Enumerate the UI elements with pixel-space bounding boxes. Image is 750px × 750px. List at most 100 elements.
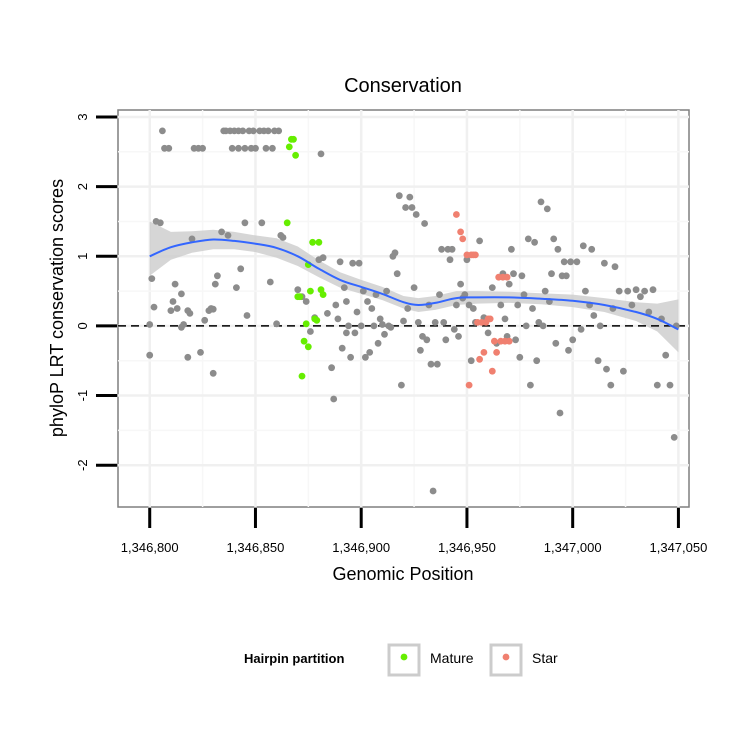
data-point-other — [347, 353, 354, 361]
data-point-other — [666, 381, 674, 389]
data-point-mature — [315, 238, 323, 246]
data-point-other — [364, 298, 371, 305]
data-point-other — [317, 150, 325, 158]
data-point-other — [345, 322, 352, 330]
confidence-band — [149, 221, 679, 353]
data-point-other — [603, 365, 610, 373]
data-point-mature — [313, 316, 321, 324]
y-tick-label: 0 — [75, 322, 90, 329]
data-point-other — [529, 305, 536, 312]
data-point-other — [243, 312, 251, 319]
data-point-other — [391, 249, 399, 257]
data-point-star — [476, 355, 483, 363]
data-point-other — [514, 301, 522, 309]
data-point-mature — [307, 287, 314, 295]
data-point-other — [338, 344, 346, 352]
data-point-other — [197, 349, 204, 356]
data-point-other — [156, 219, 164, 227]
data-point-other — [552, 339, 560, 347]
data-point-other — [353, 308, 361, 316]
data-point-other — [488, 284, 496, 291]
data-point-other — [266, 278, 274, 286]
data-point-other — [307, 328, 314, 335]
data-point-other — [548, 270, 555, 278]
data-point-other — [446, 256, 454, 264]
data-point-other — [398, 381, 405, 389]
data-point-other — [224, 232, 232, 239]
data-point-other — [146, 321, 154, 328]
data-point-other — [406, 193, 414, 201]
data-point-other — [410, 284, 418, 291]
x-axis-title: Genomic Position — [332, 564, 473, 584]
data-point-other — [518, 272, 526, 280]
data-point-other — [467, 357, 475, 365]
data-point-other — [201, 316, 209, 324]
data-point-other — [550, 235, 558, 243]
y-tick-label: 3 — [75, 113, 90, 120]
data-point-mature — [290, 135, 297, 143]
legend-label-mature: Mature — [430, 650, 474, 666]
data-point-other — [336, 258, 344, 266]
data-point-other — [588, 245, 596, 253]
data-point-mature — [300, 337, 308, 345]
data-point-other — [427, 360, 435, 368]
data-point-other — [330, 395, 338, 403]
data-point-other — [527, 381, 534, 389]
data-point-other — [543, 205, 551, 213]
data-point-other — [508, 245, 515, 253]
data-point-star — [480, 349, 488, 356]
data-point-other — [596, 322, 604, 330]
data-point-other — [637, 293, 644, 301]
data-point-other — [412, 211, 420, 218]
data-point-other — [594, 357, 602, 365]
data-point-other — [577, 326, 585, 333]
data-point-other — [173, 305, 181, 312]
data-point-other — [516, 353, 524, 361]
y-tick-label: -2 — [75, 459, 90, 471]
legend-swatch-mature — [400, 653, 408, 661]
data-point-other — [362, 353, 369, 361]
data-point-other — [417, 346, 424, 354]
data-point-other — [146, 351, 154, 359]
data-point-other — [562, 272, 570, 280]
data-point-other — [235, 144, 242, 152]
data-point-other — [374, 339, 382, 347]
data-point-other — [607, 381, 615, 389]
data-point-other — [319, 254, 327, 262]
y-axis-title: phyloP LRT conservation scores — [47, 179, 67, 437]
data-point-other — [343, 298, 350, 305]
data-point-other — [376, 315, 384, 323]
data-point-other — [524, 235, 532, 243]
data-point-other — [433, 360, 441, 368]
data-point-other — [383, 287, 390, 295]
data-point-other — [387, 323, 395, 331]
data-point-other — [541, 287, 549, 295]
data-point-other — [404, 305, 412, 312]
data-point-other — [670, 434, 678, 441]
y-tick-label: 1 — [75, 253, 90, 260]
y-tick-label: 2 — [75, 183, 90, 190]
data-point-other — [359, 287, 367, 295]
data-point-star — [459, 235, 467, 243]
data-point-other — [241, 144, 249, 152]
data-point-other — [357, 322, 365, 330]
data-point-other — [402, 204, 409, 211]
data-point-mature — [285, 143, 293, 151]
data-point-other — [249, 127, 257, 135]
data-point-other — [269, 144, 276, 152]
data-point-mature — [292, 151, 299, 159]
data-point-other — [370, 322, 378, 330]
y-tick-label: -1 — [75, 390, 90, 402]
data-point-star — [503, 273, 511, 281]
data-point-other — [351, 329, 359, 337]
data-point-other — [340, 284, 348, 291]
data-point-star — [486, 315, 494, 323]
data-point-mature — [302, 320, 310, 328]
legend-swatch-star — [502, 653, 510, 661]
data-point-other — [624, 287, 632, 295]
data-point-other — [186, 310, 194, 317]
data-point-other — [461, 291, 469, 298]
data-point-other — [343, 329, 350, 337]
x-tick-label: 1,347,050 — [650, 540, 708, 555]
